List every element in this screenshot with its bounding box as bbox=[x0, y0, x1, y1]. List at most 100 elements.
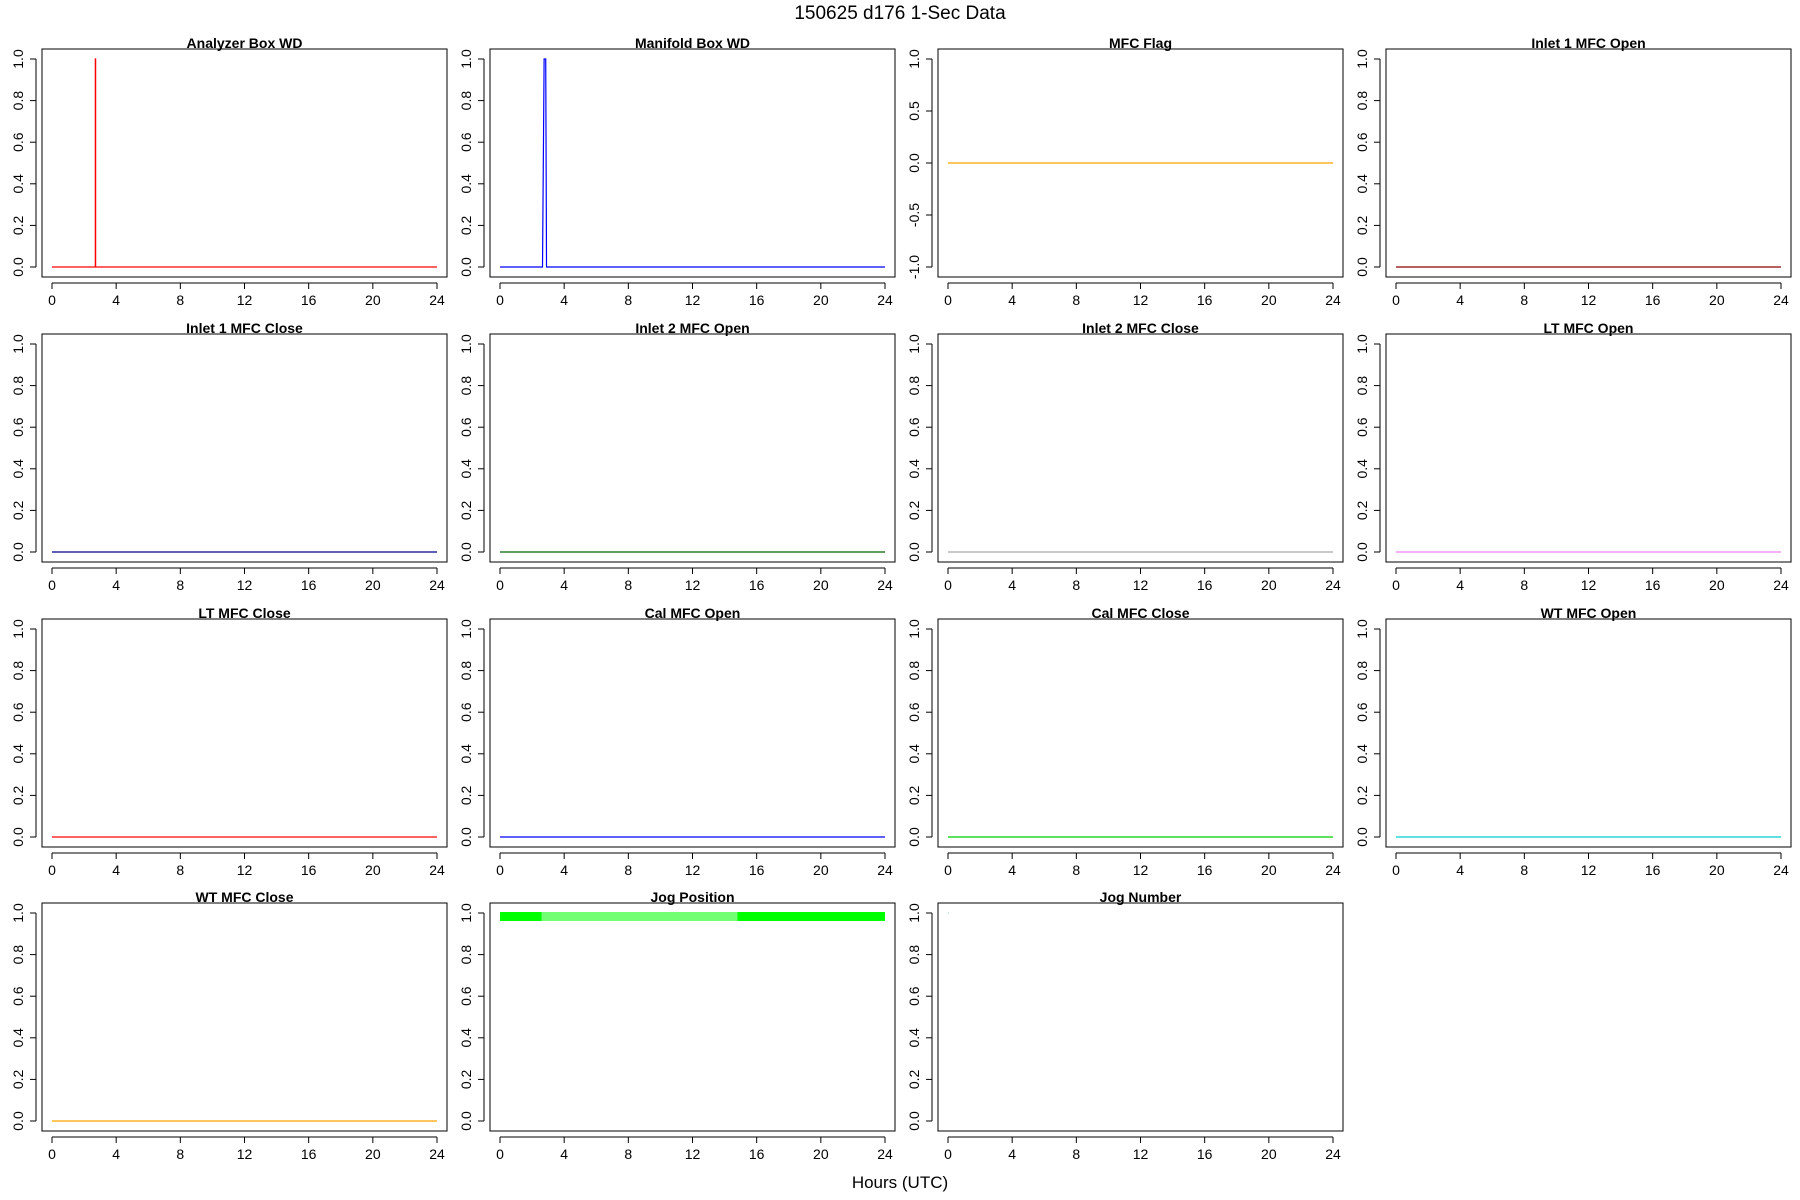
x-tick-label: 4 bbox=[560, 577, 568, 593]
x-tick-label: 24 bbox=[877, 1146, 893, 1162]
x-tick-label: 8 bbox=[176, 577, 184, 593]
x-tick-label: 4 bbox=[560, 1146, 568, 1162]
y-tick-label: 0.6 bbox=[10, 702, 26, 722]
x-tick-label: 24 bbox=[877, 862, 893, 878]
x-tick-label: 12 bbox=[685, 862, 701, 878]
x-tick-label: 20 bbox=[1261, 862, 1277, 878]
x-tick-label: 8 bbox=[624, 577, 632, 593]
y-tick-label: -1.0 bbox=[906, 255, 922, 279]
plot-frame bbox=[41, 333, 448, 563]
y-tick-label: 1.0 bbox=[906, 619, 922, 639]
y-tick-label: 0.4 bbox=[906, 459, 922, 479]
x-tick-label: 16 bbox=[301, 577, 317, 593]
jog-band-0 bbox=[500, 912, 542, 921]
x-tick-label: 24 bbox=[1325, 1146, 1341, 1162]
y-tick-label: 0.8 bbox=[1354, 376, 1370, 396]
x-tick-label: 20 bbox=[365, 862, 381, 878]
y-tick-label: 1.0 bbox=[458, 903, 474, 923]
y-tick-label: 0.2 bbox=[906, 500, 922, 520]
panel-8: LT MFC Close 0 4 8 12 16 20 24 0.0 0.2 0.4 0.6 0.8 1.… bbox=[10, 605, 448, 878]
panel-title: LT MFC Close bbox=[198, 605, 291, 621]
y-tick-label: 0.4 bbox=[458, 174, 474, 194]
x-tick-label: 16 bbox=[1645, 292, 1661, 308]
panel-6: Inlet 2 MFC Close 0 4 8 12 16 20 24 0.0 0.2 0.4 0.6… bbox=[906, 320, 1344, 593]
x-tick-label: 24 bbox=[429, 1146, 445, 1162]
panel-title: MFC Flag bbox=[1109, 35, 1172, 51]
x-tick-label: 12 bbox=[237, 292, 253, 308]
panel-5: Inlet 2 MFC Open 0 4 8 12 16 20 24 0.0 0.2 0.4 0.6 0… bbox=[458, 320, 896, 593]
x-tick-label: 24 bbox=[429, 577, 445, 593]
y-tick-label: 0.6 bbox=[10, 986, 26, 1006]
x-tick-label: 20 bbox=[365, 1146, 381, 1162]
y-tick-label: 0.6 bbox=[906, 417, 922, 437]
panel-title: Inlet 2 MFC Close bbox=[1082, 320, 1199, 336]
y-tick-label: 1.0 bbox=[1354, 334, 1370, 354]
x-tick-label: 12 bbox=[685, 292, 701, 308]
y-tick-label: 0.4 bbox=[1354, 744, 1370, 764]
x-tick-label: 16 bbox=[749, 292, 765, 308]
jog-band-2 bbox=[737, 912, 885, 921]
jog-band-1 bbox=[541, 912, 738, 921]
x-tick-label: 12 bbox=[237, 577, 253, 593]
panel-7: LT MFC Open 0 4 8 12 16 20 24 0.0 0.2 0.4 0.6 0.8 1.0 bbox=[1354, 320, 1792, 593]
y-tick-label: 0.6 bbox=[10, 132, 26, 152]
y-tick-label: 0.6 bbox=[1354, 417, 1370, 437]
y-tick-label: 0.2 bbox=[458, 1069, 474, 1089]
panel-11: WT MFC Open 0 4 8 12 16 20 24 0.0 0.2 0.4 0.6 0.8 1.0 bbox=[1354, 605, 1792, 878]
y-tick-label: 0.5 bbox=[906, 101, 922, 121]
x-tick-label: 8 bbox=[176, 1146, 184, 1162]
x-tick-label: 12 bbox=[237, 862, 253, 878]
panel-0: Analyzer Box WD 0 4 8 12 16 20 24 0.0 0.2 0.4 0.6 0.… bbox=[10, 35, 448, 308]
x-tick-label: 16 bbox=[749, 862, 765, 878]
y-tick-label: 1.0 bbox=[10, 619, 26, 639]
y-tick-label: 1.0 bbox=[1354, 49, 1370, 69]
x-tick-label: 12 bbox=[1581, 292, 1597, 308]
y-tick-label: 0.2 bbox=[1354, 785, 1370, 805]
panel-9: Cal MFC Open 0 4 8 12 16 20 24 0.0 0.2 0.4 0.6 0.8 1.… bbox=[458, 605, 896, 878]
y-tick-label: 0.0 bbox=[458, 257, 474, 277]
x-tick-label: 20 bbox=[365, 577, 381, 593]
panel-title: Cal MFC Open bbox=[645, 605, 741, 621]
x-tick-label: 8 bbox=[1520, 862, 1528, 878]
x-tick-label: 4 bbox=[112, 1146, 120, 1162]
plot-frame bbox=[1385, 333, 1792, 563]
panel-title: WT MFC Close bbox=[196, 889, 294, 905]
y-tick-label: 0.2 bbox=[1354, 215, 1370, 235]
panel-title: Analyzer Box WD bbox=[187, 35, 303, 51]
plot-frame bbox=[937, 333, 1344, 563]
x-tick-label: 24 bbox=[877, 292, 893, 308]
x-tick-label: 16 bbox=[1197, 1146, 1213, 1162]
plot-frame bbox=[489, 333, 896, 563]
y-tick-label: 0.0 bbox=[1354, 257, 1370, 277]
panel-3: Inlet 1 MFC Open 0 4 8 12 16 20 24 0.0 0.2 0.4 0.6 0… bbox=[1354, 35, 1792, 308]
panel-title: Jog Number bbox=[1100, 889, 1182, 905]
plot-frame bbox=[489, 48, 896, 278]
y-tick-label: 0.2 bbox=[10, 500, 26, 520]
y-tick-label: 0.0 bbox=[906, 827, 922, 847]
x-tick-label: 20 bbox=[813, 862, 829, 878]
x-tick-label: 0 bbox=[944, 862, 952, 878]
x-tick-label: 8 bbox=[624, 862, 632, 878]
plot-frame bbox=[489, 902, 896, 1132]
x-tick-label: 16 bbox=[749, 1146, 765, 1162]
x-tick-label: 16 bbox=[301, 292, 317, 308]
x-tick-label: 24 bbox=[429, 292, 445, 308]
x-tick-label: 24 bbox=[877, 577, 893, 593]
y-tick-label: 0.6 bbox=[1354, 132, 1370, 152]
y-tick-label: 0.8 bbox=[906, 945, 922, 965]
y-tick-label: 0.8 bbox=[10, 376, 26, 396]
y-tick-label: 0.4 bbox=[10, 459, 26, 479]
x-tick-label: 16 bbox=[1645, 577, 1661, 593]
x-tick-label: 12 bbox=[1133, 1146, 1149, 1162]
y-tick-label: 0.6 bbox=[458, 417, 474, 437]
y-tick-label: 0.8 bbox=[458, 945, 474, 965]
y-tick-label: 0.6 bbox=[1354, 702, 1370, 722]
y-tick-label: 0.8 bbox=[1354, 91, 1370, 111]
x-tick-label: 0 bbox=[48, 577, 56, 593]
y-tick-label: 0.0 bbox=[10, 257, 26, 277]
x-tick-label: 0 bbox=[944, 292, 952, 308]
x-tick-label: 4 bbox=[1456, 292, 1464, 308]
y-tick-label: 0.0 bbox=[906, 153, 922, 173]
panels-group: Analyzer Box WD 0 4 8 12 16 20 24 0.0 0.2 0.4 0.6 0.… bbox=[10, 35, 1792, 1162]
x-tick-label: 8 bbox=[1072, 577, 1080, 593]
